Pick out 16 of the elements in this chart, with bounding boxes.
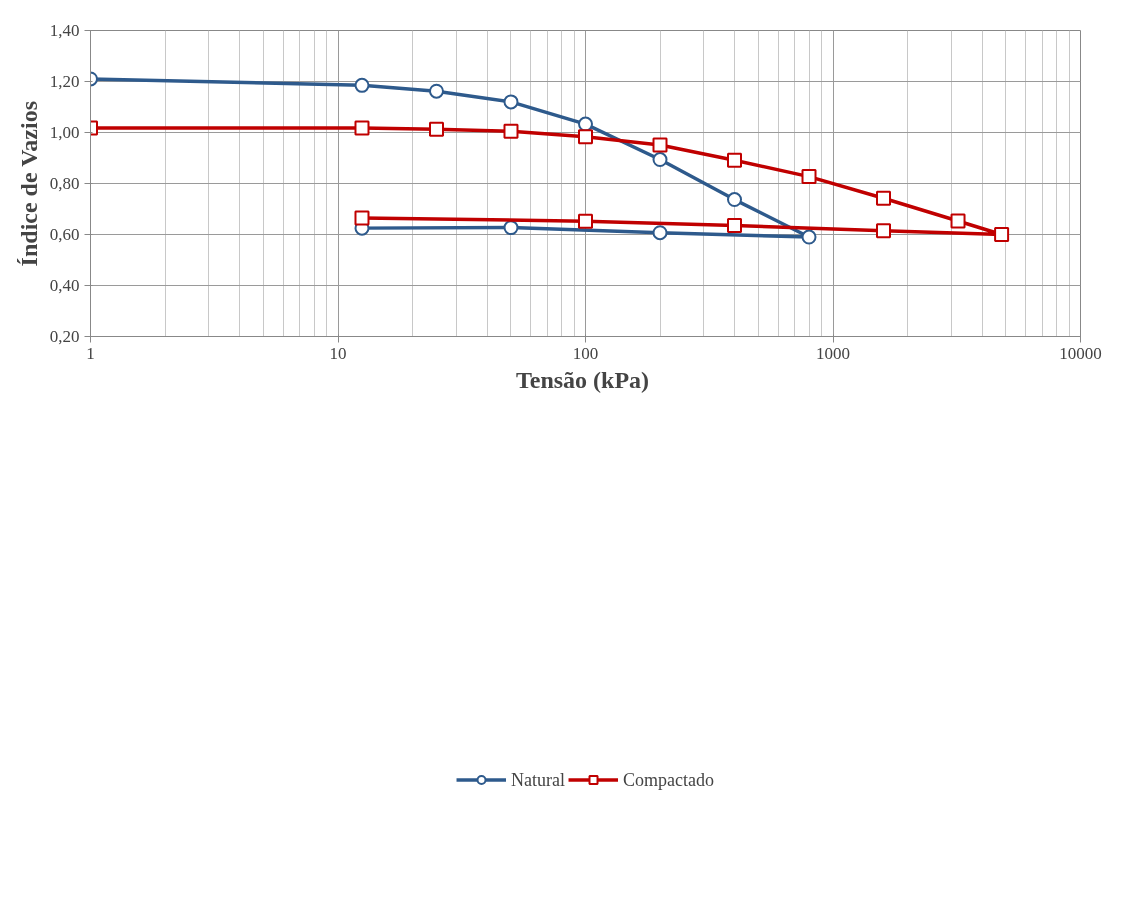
y-tick-label: 0,40	[49, 276, 80, 295]
x-tick-label: 10	[329, 343, 347, 363]
y-tick-label: 1,20	[49, 72, 80, 91]
y-tick-label: 0,80	[49, 174, 80, 193]
x-tick-label: 100	[572, 343, 599, 363]
x-tick-label: 1	[86, 343, 95, 363]
x-tick-label: 1000	[816, 343, 850, 363]
y-tick-label: 1,00	[49, 123, 80, 142]
y-tick-label: 0,60	[49, 225, 80, 244]
y-axis-title: Índice de Vazios	[15, 101, 42, 267]
legend-label: Natural	[511, 769, 565, 791]
y-tick-label: 1,40	[49, 21, 80, 40]
x-axis-title: Tensão (kPa)	[515, 366, 650, 393]
x-tick-label: 10000	[1059, 343, 1102, 363]
legend-label: Compactado	[623, 769, 714, 791]
y-tick-label: 0,20	[49, 327, 80, 346]
